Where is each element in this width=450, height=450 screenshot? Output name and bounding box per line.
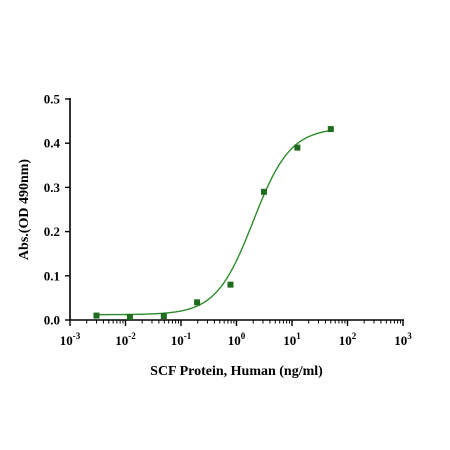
- data-point-1: [126, 313, 133, 320]
- y-tick-label-0: 0.0: [44, 313, 60, 328]
- y-tick-label-4: 0.4: [44, 136, 61, 151]
- fit-curve-0: [96, 129, 331, 316]
- x-tick-label-6: 103: [394, 331, 412, 348]
- data-point-3: [194, 299, 201, 306]
- data-points: [93, 126, 334, 320]
- fit-layer: [96, 129, 331, 316]
- x-ticks: 10-3 10-2 10-1 100 101 102 103: [60, 320, 412, 348]
- data-point-4: [227, 281, 234, 288]
- y-tick-label-1: 0.1: [44, 268, 60, 283]
- x-tick-label-4: 101: [283, 331, 301, 348]
- x-tick-label-5: 102: [339, 331, 357, 348]
- x-tick-label-0: 10-3: [60, 331, 81, 348]
- x-axis-title: SCF Protein, Human (ng/ml): [150, 364, 323, 379]
- data-point-0: [93, 312, 100, 319]
- y-axis-title: Abs.(OD 490nm): [17, 159, 32, 260]
- x-tick-label-3: 100: [228, 331, 246, 348]
- data-point-6: [294, 144, 301, 151]
- x-tick-label-1: 10-2: [115, 331, 136, 348]
- y-tick-label-3: 0.3: [44, 180, 61, 195]
- data-point-7: [327, 126, 334, 133]
- y-tick-label-5: 0.5: [44, 92, 61, 107]
- x-tick-label-2: 10-1: [171, 331, 192, 348]
- y-tick-label-2: 0.2: [44, 224, 60, 239]
- data-point-2: [160, 313, 167, 320]
- y-ticks: 0.0 0.1 0.2 0.3 0.4 0.5: [44, 92, 70, 328]
- data-point-5: [260, 188, 267, 195]
- axes: [69, 98, 404, 321]
